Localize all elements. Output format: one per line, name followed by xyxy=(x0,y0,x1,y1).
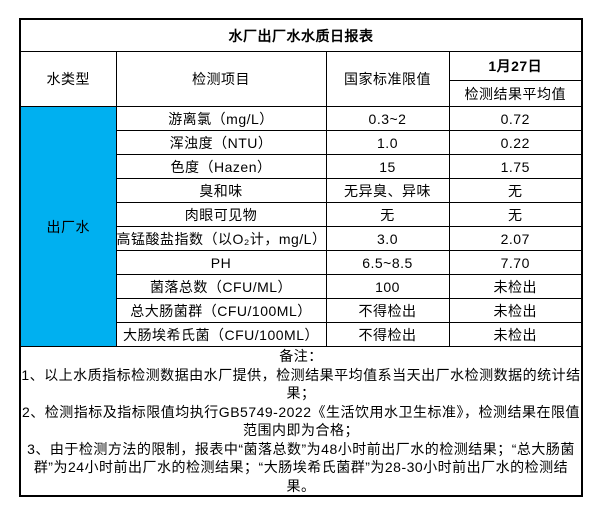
result-cell: 2.07 xyxy=(448,226,583,251)
table-row: 大肠埃希氏菌（CFU/100ML） 不得检出 未检出 xyxy=(20,322,583,347)
limit-cell: 100 xyxy=(325,274,450,299)
water-quality-table: 水厂出厂水水质日报表 水类型 检测项目 国家标准限值 1月27日 检测结果平均值… xyxy=(19,18,583,497)
note-line: 3、由于检测方法的限制，报表中“菌落总数”为48小时前出厂水的检测结果；“总大肠… xyxy=(27,440,575,494)
item-cell: 肉眼可见物 xyxy=(115,202,327,227)
item-cell: 高锰酸盐指数（以O₂计，mg/L） xyxy=(115,226,327,251)
notes-cell: 备注： 1、以上水质指标检测数据由水厂提供，检测结果平均值系当天出厂水检测数据的统… xyxy=(19,346,583,497)
result-cell: 未检出 xyxy=(448,274,583,299)
notes-text: 备注： 1、以上水质指标检测数据由水厂提供，检测结果平均值系当天出厂水检测数据的统… xyxy=(21,347,581,495)
col-header-test-item: 检测项目 xyxy=(115,51,327,107)
item-cell: 大肠埃希氏菌（CFU/100ML） xyxy=(115,322,327,347)
table-row: PH 6.5~8.5 7.70 xyxy=(20,250,583,275)
notes-row: 备注： 1、以上水质指标检测数据由水厂提供，检测结果平均值系当天出厂水检测数据的统… xyxy=(19,346,583,497)
report-title: 水厂出厂水水质日报表 xyxy=(19,18,583,52)
table-row: 总大肠菌群（CFU/100ML） 不得检出 未检出 xyxy=(20,298,583,323)
item-cell: 总大肠菌群（CFU/100ML） xyxy=(115,298,327,323)
result-cell: 无 xyxy=(448,178,583,203)
col-header-date: 1月27日 xyxy=(448,51,583,81)
title-row: 水厂出厂水水质日报表 xyxy=(19,18,583,52)
limit-cell: 15 xyxy=(325,154,450,179)
limit-cell: 无异臭、异味 xyxy=(325,178,450,203)
limit-cell: 不得检出 xyxy=(325,298,450,323)
limit-cell: 0.3~2 xyxy=(325,106,450,131)
item-cell: PH xyxy=(115,250,327,275)
item-cell: 浑浊度（NTU） xyxy=(115,130,327,155)
result-cell: 未检出 xyxy=(448,298,583,323)
col-header-water-type: 水类型 xyxy=(19,51,117,107)
result-cell: 1.75 xyxy=(448,154,583,179)
limit-cell: 1.0 xyxy=(325,130,450,155)
water-type-cell: 出厂水 xyxy=(19,106,117,347)
table-row: 臭和味 无异臭、异味无 xyxy=(20,178,583,203)
header-row-1: 水类型 检测项目 国家标准限值 1月27日 xyxy=(19,51,583,107)
limit-cell: 3.0 xyxy=(325,226,450,251)
result-cell: 0.22 xyxy=(448,130,583,155)
data-rows: 出厂水 游离氯（mg/L） 0.3~2 0.72 浑浊度（NTU） 1.0 0.22 色度（H… xyxy=(19,106,583,347)
item-cell: 游离氯（mg/L） xyxy=(115,106,327,131)
result-cell: 7.70 xyxy=(448,250,583,275)
note-line: 1、以上水质指标检测数据由水厂提供，检测结果平均值系当天出厂水检测数据的统计结果… xyxy=(21,366,581,402)
limit-cell: 6.5~8.5 xyxy=(325,250,450,275)
item-cell: 臭和味 xyxy=(115,178,327,203)
result-cell: 未检出 xyxy=(448,322,583,347)
item-cell: 色度（Hazen） xyxy=(115,154,327,179)
table-row: 菌落总数（CFU/ML） 100 未检出 xyxy=(20,274,583,299)
note-line: 备注： xyxy=(279,348,323,364)
limit-cell: 不得检出 xyxy=(325,322,450,347)
limit-cell: 无 xyxy=(325,202,450,227)
item-cell: 菌落总数（CFU/ML） xyxy=(115,274,327,299)
table-row: 出厂水 游离氯（mg/L） 0.3~2 0.72 xyxy=(19,106,583,347)
result-cell: 无 xyxy=(448,202,583,227)
table-row: 高锰酸盐指数（以O₂计，mg/L） 3.0 2.07 xyxy=(20,226,583,251)
result-cell: 0.72 xyxy=(448,106,583,131)
col-header-result-avg: 检测结果平均值 xyxy=(448,80,583,107)
table-row: 色度（Hazen） 15 1.75 xyxy=(20,154,583,179)
table-row: 肉眼可见物无无 xyxy=(20,202,583,227)
header-row-2: 检测结果平均值 xyxy=(20,80,583,107)
table-row: 浑浊度（NTU） 1.0 0.22 xyxy=(20,130,583,155)
note-line: 2、检测指标及指标限值均执行GB5749-2022《生活饮用水卫生标准》，检测结… xyxy=(22,403,580,439)
col-header-standard-limit: 国家标准限值 xyxy=(325,51,450,107)
